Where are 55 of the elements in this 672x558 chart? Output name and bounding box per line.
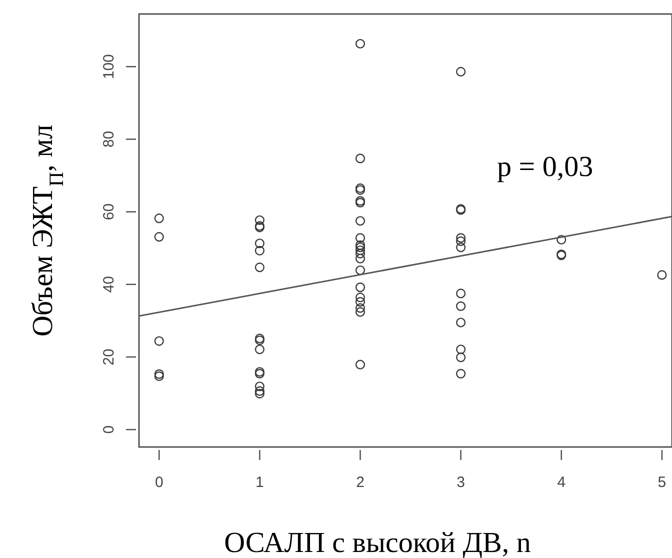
- point: [154, 371, 164, 382]
- x-tick-label: 0: [154, 474, 164, 491]
- point: [355, 282, 366, 292]
- y-tick-label: 0: [100, 425, 118, 434]
- y-tick-label: 100: [100, 54, 118, 80]
- point: [456, 242, 466, 252]
- x-tick-label: 1: [256, 474, 264, 491]
- point: [556, 234, 566, 245]
- point: [456, 318, 466, 328]
- point: [355, 216, 366, 226]
- point: [355, 307, 366, 317]
- point: [456, 66, 466, 77]
- point: [355, 292, 366, 302]
- point: [254, 344, 264, 354]
- point: [254, 262, 264, 272]
- x-tick-label: 3: [456, 474, 465, 491]
- point: [254, 388, 264, 398]
- point: [254, 382, 264, 392]
- point: [154, 336, 164, 346]
- point: [355, 233, 366, 243]
- x-tick-label: 4: [557, 474, 566, 491]
- point: [355, 240, 366, 250]
- point: [657, 270, 667, 280]
- x-tick-label: 2: [356, 474, 364, 491]
- y-tick-label: 80: [100, 130, 118, 148]
- x-tick-label: 5: [658, 474, 666, 491]
- point: [154, 232, 164, 242]
- point: [456, 288, 466, 298]
- x-axis-title: ОСАЛП с высокой ДВ, n: [224, 527, 532, 558]
- point: [456, 368, 466, 378]
- point: [355, 248, 366, 258]
- point: [456, 301, 466, 311]
- point: [355, 38, 366, 49]
- y-tick-label: 20: [100, 348, 118, 366]
- point: [355, 245, 366, 256]
- point: [355, 360, 366, 370]
- point: [254, 238, 264, 248]
- point: [355, 265, 366, 276]
- y-tick-label: 60: [100, 203, 118, 220]
- point: [254, 246, 264, 256]
- annotation: p = 0,03: [497, 151, 594, 183]
- point: [254, 386, 264, 396]
- point: [355, 297, 366, 307]
- point: [355, 154, 366, 164]
- point: [355, 242, 366, 252]
- point: [355, 303, 366, 313]
- point: [254, 215, 264, 225]
- point: [154, 369, 164, 379]
- y-tick-label: 40: [100, 276, 118, 293]
- point: [456, 344, 466, 354]
- point: [154, 214, 164, 224]
- point: [456, 352, 466, 362]
- point: [355, 254, 366, 264]
- point: [456, 236, 466, 246]
- point: [456, 233, 466, 243]
